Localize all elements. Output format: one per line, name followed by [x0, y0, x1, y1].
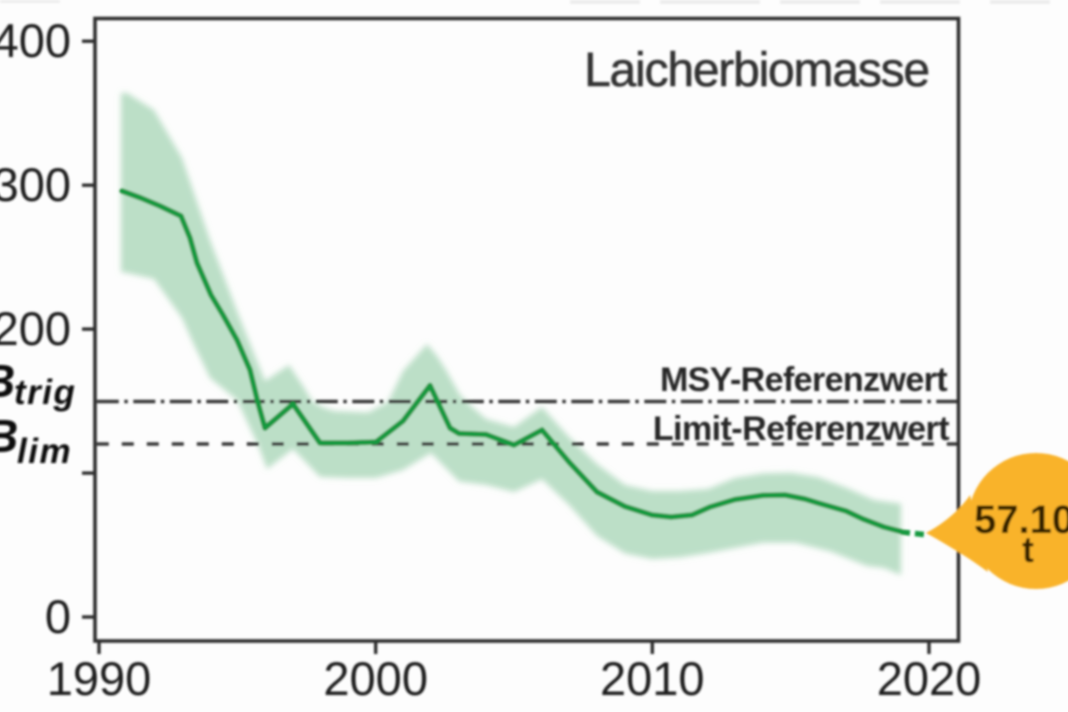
- svg-text:B: B: [0, 355, 15, 407]
- svg-text:2000: 2000: [323, 652, 428, 705]
- svg-text:Laicherbiomasse: Laicherbiomasse: [584, 44, 929, 97]
- svg-text:2010: 2010: [600, 652, 705, 705]
- svg-text:Limit-Referenzwert: Limit-Referenzwert: [653, 410, 949, 448]
- svg-text:200: 200: [0, 302, 71, 355]
- svg-text:lim: lim: [17, 432, 72, 471]
- svg-text:400: 400: [0, 14, 71, 67]
- svg-text:t: t: [1022, 529, 1034, 570]
- svg-text:1990: 1990: [47, 652, 152, 705]
- svg-text:57.100: 57.100: [974, 498, 1068, 542]
- svg-text:300: 300: [0, 158, 71, 211]
- svg-text:trig: trig: [14, 373, 76, 412]
- svg-text:MSY-Referenzwert: MSY-Referenzwert: [660, 361, 947, 399]
- svg-text:B: B: [0, 410, 18, 462]
- svg-text:2020: 2020: [877, 652, 982, 705]
- svg-text:0: 0: [45, 590, 71, 643]
